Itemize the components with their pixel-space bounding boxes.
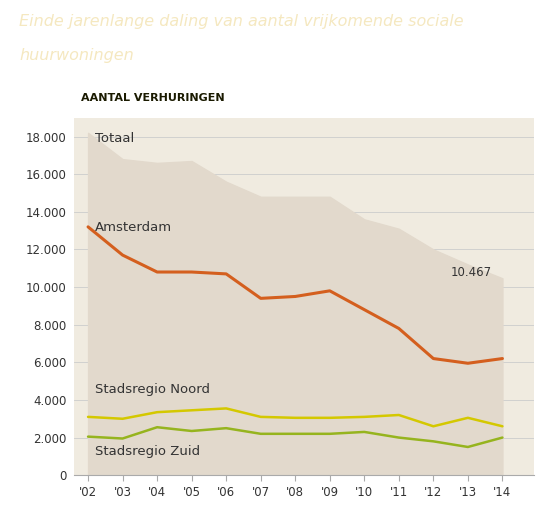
- Text: Einde jarenlange daling van aantal vrijkomende sociale: Einde jarenlange daling van aantal vrijk…: [19, 14, 464, 29]
- Text: huurwoningen: huurwoningen: [19, 48, 134, 63]
- Text: 10.467: 10.467: [451, 266, 492, 279]
- Text: Totaal: Totaal: [95, 132, 134, 145]
- Text: AANTAL VERHURINGEN: AANTAL VERHURINGEN: [81, 93, 225, 103]
- Text: Stadsregio Noord: Stadsregio Noord: [95, 383, 210, 397]
- Text: Stadsregio Zuid: Stadsregio Zuid: [95, 445, 200, 457]
- Text: Amsterdam: Amsterdam: [95, 221, 172, 233]
